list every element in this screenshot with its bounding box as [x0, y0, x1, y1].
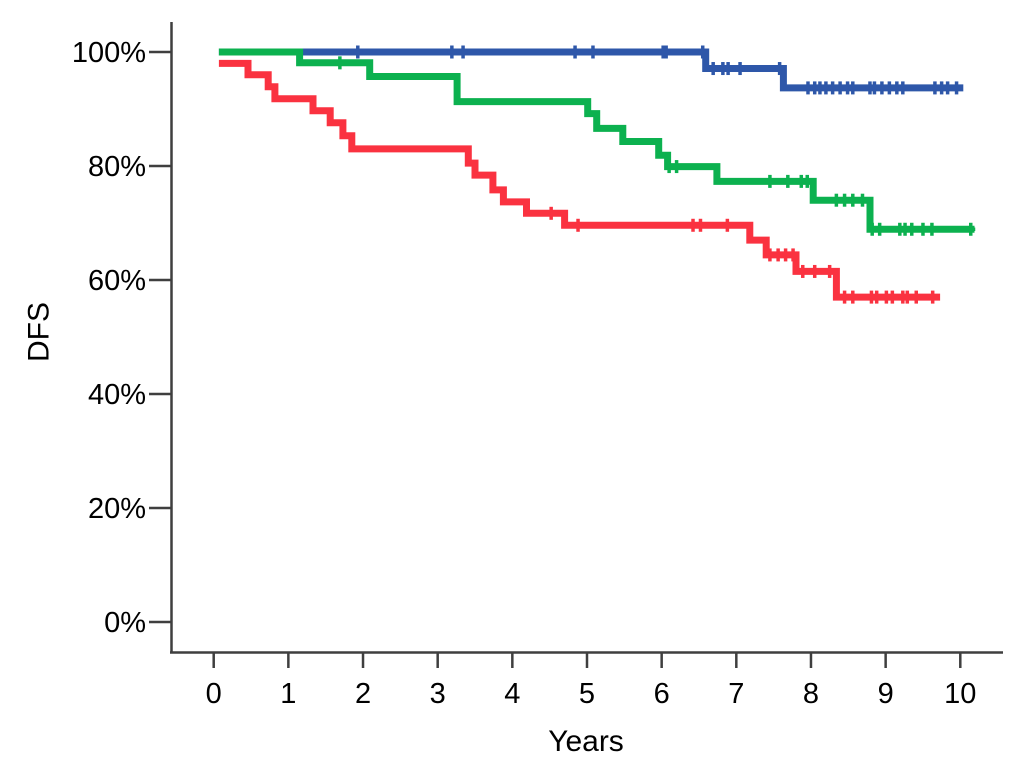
y-tick-label: 60% [88, 265, 146, 297]
y-tick-label: 100% [72, 37, 146, 69]
series-green [218, 48, 976, 236]
axes [170, 22, 1003, 654]
x-tick-label: 5 [579, 678, 595, 710]
series-red [218, 59, 941, 304]
x-tick-label: 6 [654, 678, 670, 710]
y-tick-label: 20% [88, 493, 146, 525]
curve-red [218, 59, 941, 301]
y-tick-label: 0% [104, 607, 146, 639]
x-axis-ticks: 0 1 2 3 4 5 6 7 8 9 10 [206, 653, 976, 710]
y-axis-ticks: 0% 20% 40% 60% 80% 100% [72, 37, 171, 639]
x-tick-label: 9 [878, 678, 894, 710]
x-tick-label: 0 [206, 678, 222, 710]
x-tick-label: 3 [430, 678, 446, 710]
y-tick-label: 40% [88, 379, 146, 411]
survival-curves [218, 45, 976, 304]
x-tick-label: 4 [504, 678, 520, 710]
x-tick-label: 7 [728, 678, 744, 710]
y-tick-label: 80% [88, 151, 146, 183]
x-tick-label: 10 [944, 678, 976, 710]
x-axis-title: Years [548, 725, 624, 758]
x-tick-label: 8 [803, 678, 819, 710]
series-blue [218, 45, 964, 95]
y-axis-title: DFS [23, 302, 56, 362]
x-tick-label: 1 [280, 678, 296, 710]
curve-green [218, 48, 975, 233]
x-tick-label: 2 [355, 678, 371, 710]
